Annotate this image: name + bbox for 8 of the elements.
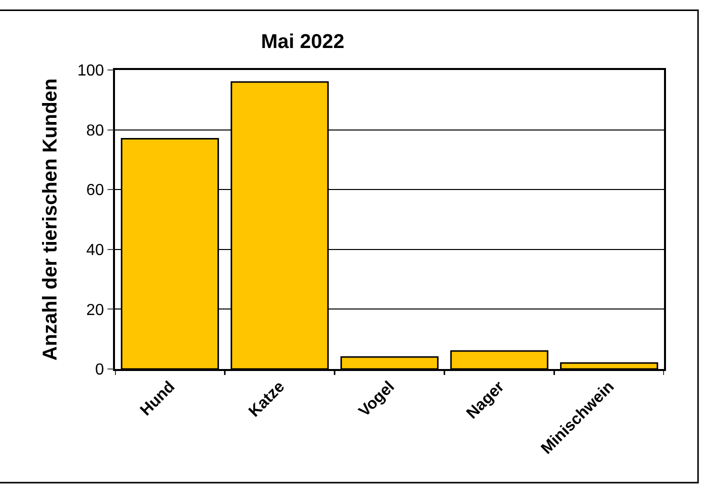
y-tick-label: 40 (86, 242, 104, 259)
y-tick-label: 20 (86, 302, 104, 319)
y-tick-label: 0 (95, 362, 104, 379)
y-axis-title: Anzahl der tierischen Kunden (39, 78, 62, 361)
y-tick-label: 100 (77, 62, 104, 80)
y-tick-label: 60 (86, 182, 104, 200)
chart-title: Mai 2022 (261, 30, 344, 53)
y-tick-label: 80 (86, 122, 104, 140)
